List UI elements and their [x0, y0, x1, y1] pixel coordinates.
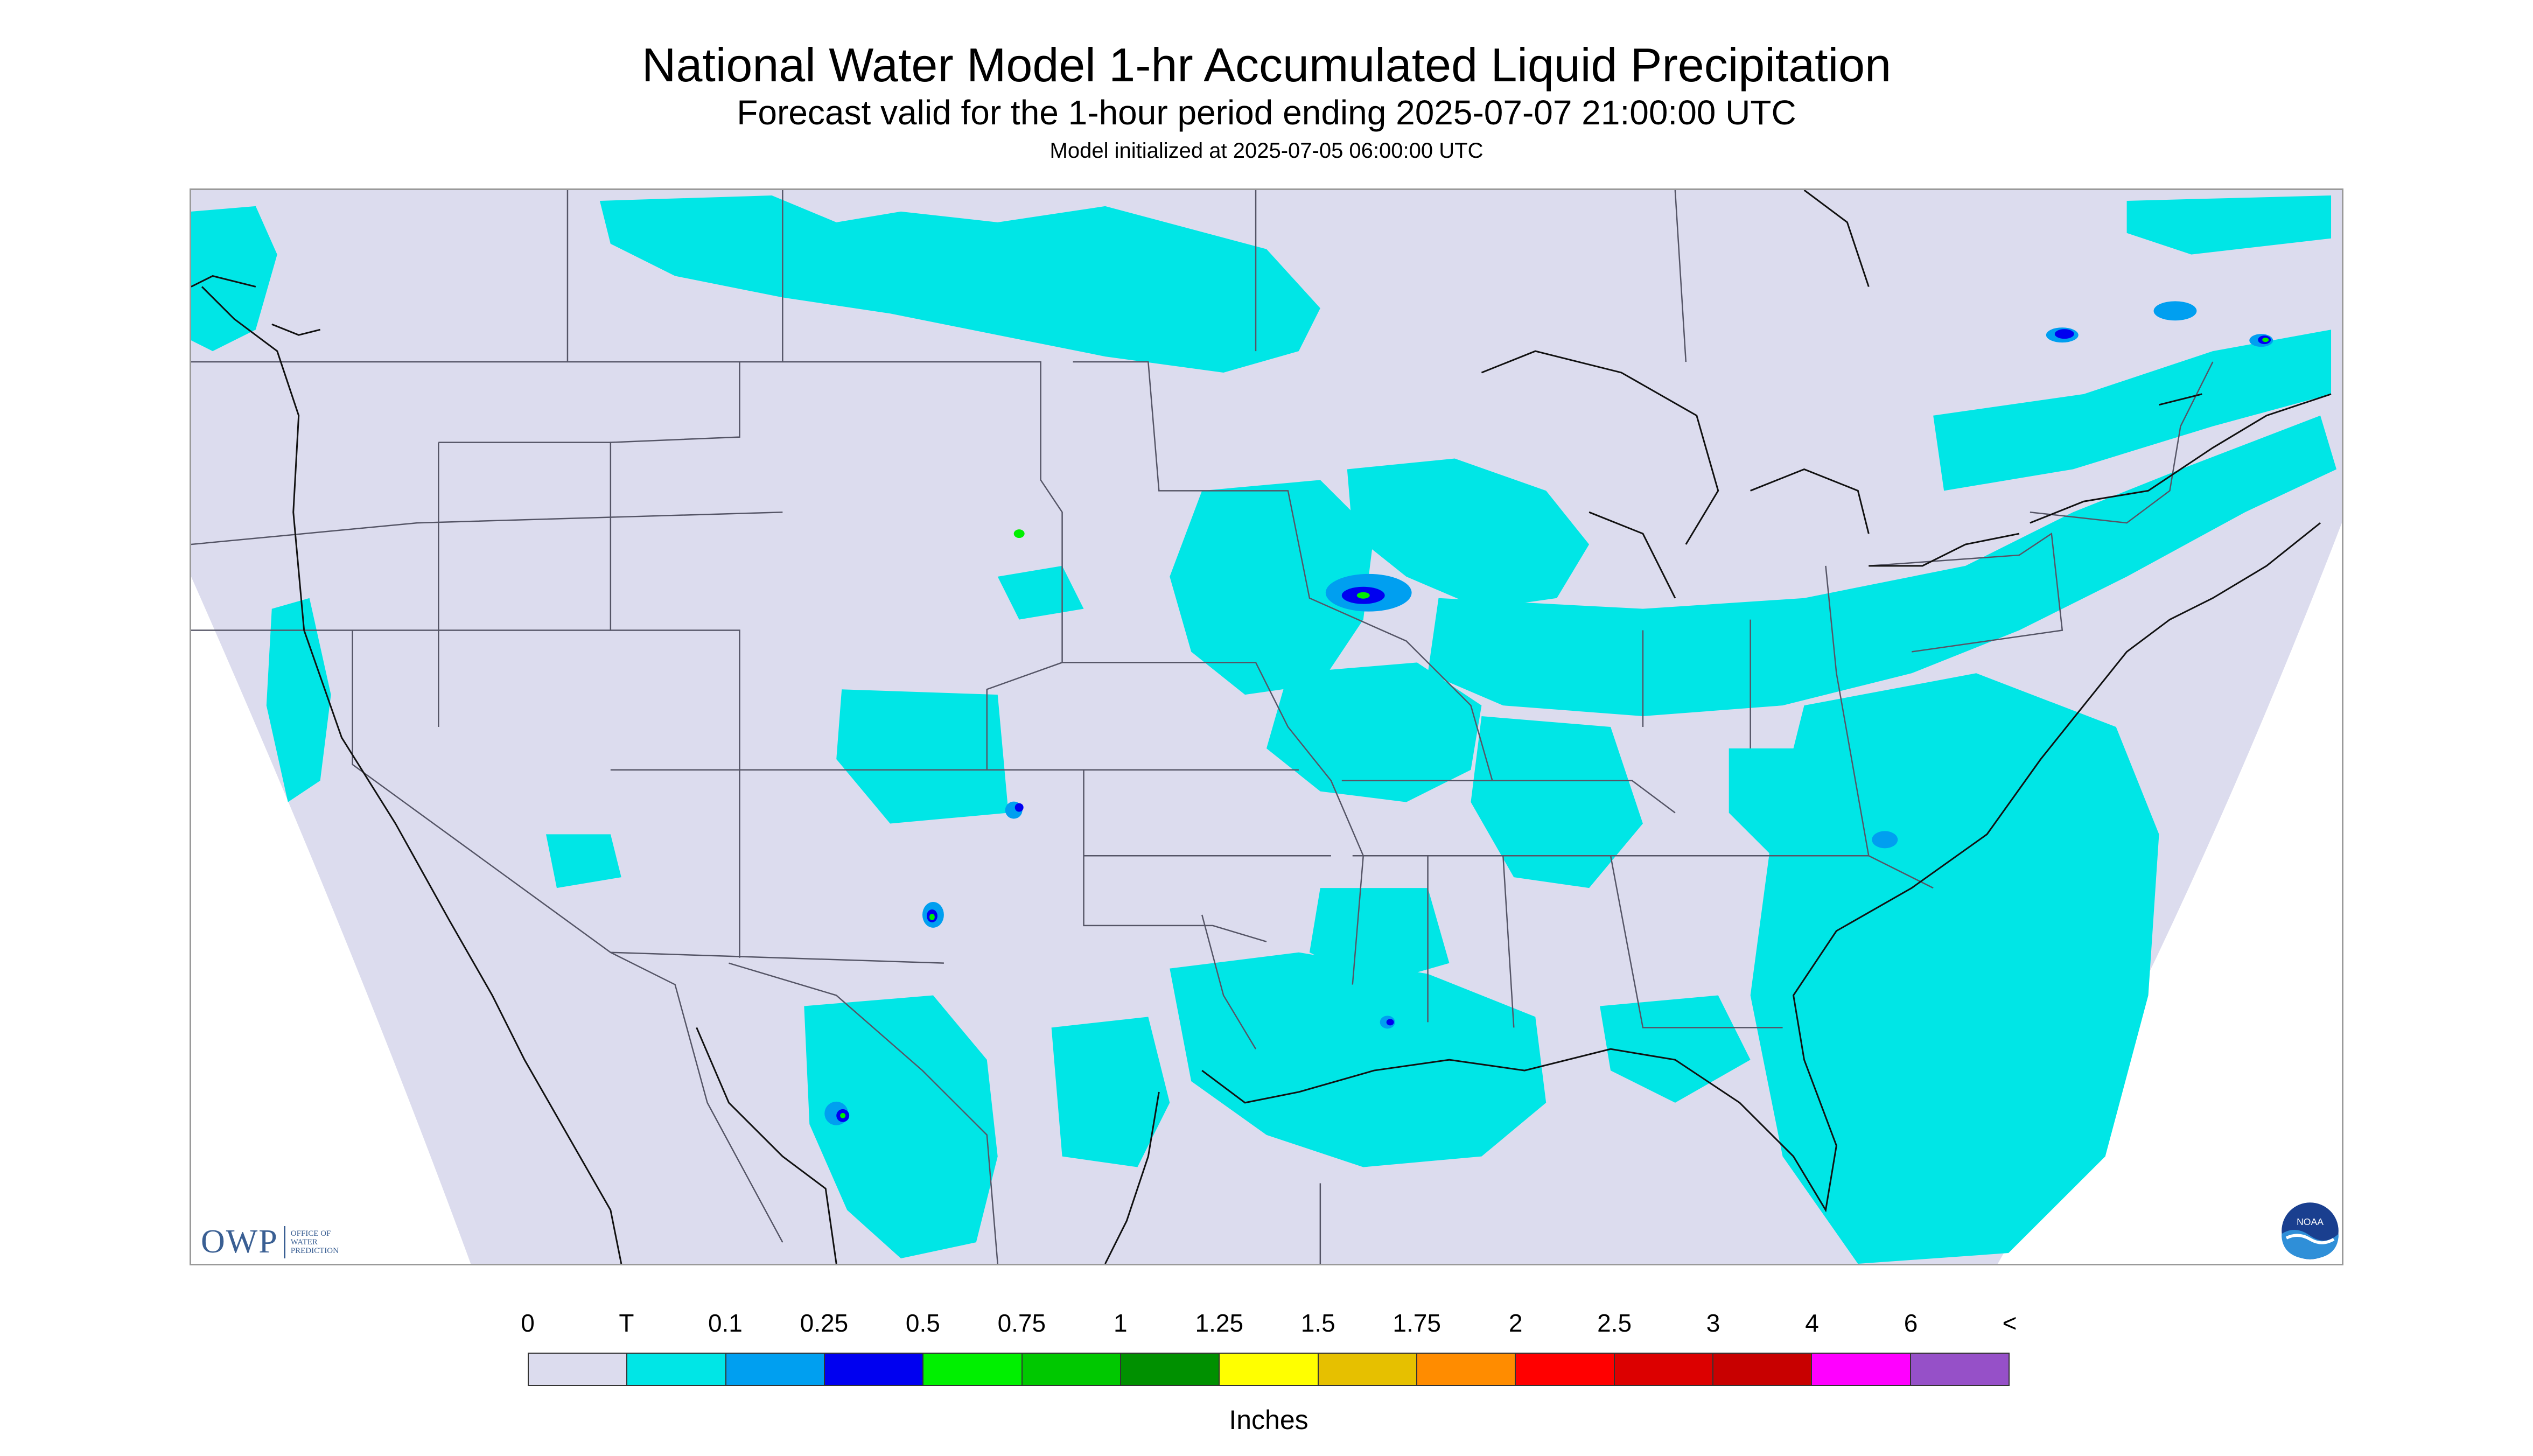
- legend-swatch: [627, 1354, 726, 1385]
- legend-swatch: [1812, 1354, 1911, 1385]
- legend-swatch: [1417, 1354, 1516, 1385]
- legend-swatch: [1220, 1354, 1319, 1385]
- map-canvas: [191, 190, 2342, 1264]
- legend-tick-labels: 0 T 0.1 0.25 0.5 0.75 1 1.25 1.5 1.75 2 2.5 3 4 6 <: [521, 1308, 2017, 1346]
- legend-tick-label: 4: [1805, 1309, 1819, 1337]
- legend-tick-label: 0.5: [905, 1309, 940, 1337]
- owp-logo-mark: OWP: [201, 1223, 278, 1260]
- legend-tick-label: 2.5: [1597, 1309, 1632, 1337]
- owp-logo: OWP OFFICE OF WATER PREDICTION: [201, 1223, 366, 1261]
- legend-swatch: [923, 1354, 1023, 1385]
- legend-tick-label: 3: [1706, 1309, 1720, 1337]
- legend-tick-label: 0: [521, 1309, 535, 1337]
- owp-logo-name: OFFICE OF WATER PREDICTION: [291, 1229, 366, 1255]
- legend-tick-label: 0.75: [997, 1309, 1046, 1337]
- legend-units: Inches: [1229, 1405, 1309, 1435]
- legend-tick-label: 1.5: [1300, 1309, 1335, 1337]
- legend-tick-label: 0.1: [708, 1309, 743, 1337]
- owp-name-line: WATER: [290, 1237, 318, 1247]
- precip-trace-areas: [191, 195, 2337, 1264]
- legend-tick-label: 0.25: [800, 1309, 849, 1337]
- legend-swatch: [1318, 1354, 1417, 1385]
- model-init-line: Model initialized at 2025-07-05 06:00:00…: [1049, 139, 1484, 163]
- map-title: National Water Model 1-hr Accumulated Li…: [641, 38, 1892, 92]
- coastlines: [191, 190, 2332, 1264]
- legend-tick-label: 2: [1508, 1309, 1523, 1337]
- legend-swatch: [726, 1354, 825, 1385]
- noaa-logo-icon: NOAA: [2282, 1202, 2339, 1259]
- svg-text:NOAA: NOAA: [2297, 1216, 2324, 1227]
- legend-tick-label: T: [619, 1309, 634, 1337]
- no-data-left: [191, 576, 471, 1264]
- legend-tick-label: 6: [1904, 1309, 1918, 1337]
- political-borders: [191, 190, 2214, 1264]
- legend-swatch: [529, 1354, 628, 1385]
- no-data-right: [1997, 523, 2342, 1264]
- legend-tick-label: 1: [1114, 1309, 1128, 1337]
- legend-swatch: [1713, 1354, 1813, 1385]
- owp-name-line: PREDICTION: [290, 1246, 339, 1255]
- legend-color-bar: [528, 1353, 2010, 1386]
- legend-tick-label: 1.75: [1393, 1309, 1441, 1337]
- owp-name-line: OFFICE OF: [290, 1229, 331, 1238]
- legend-swatch: [1516, 1354, 1615, 1385]
- legend-swatch: [1614, 1354, 1713, 1385]
- legend-tick-label: <: [2002, 1309, 2017, 1337]
- precipitation-map: OWP OFFICE OF WATER PREDICTION NOAA: [190, 188, 2343, 1265]
- legend-swatch: [1022, 1354, 1121, 1385]
- legend-swatch: [824, 1354, 924, 1385]
- legend-tick-label: 1.25: [1195, 1309, 1244, 1337]
- owp-logo-divider: [283, 1226, 285, 1258]
- map-subtitle: Forecast valid for the 1-hour period end…: [737, 93, 1796, 132]
- precip-heavy-areas: [840, 338, 2269, 1118]
- legend-swatch: [1911, 1354, 2009, 1385]
- legend-swatch: [1121, 1354, 1220, 1385]
